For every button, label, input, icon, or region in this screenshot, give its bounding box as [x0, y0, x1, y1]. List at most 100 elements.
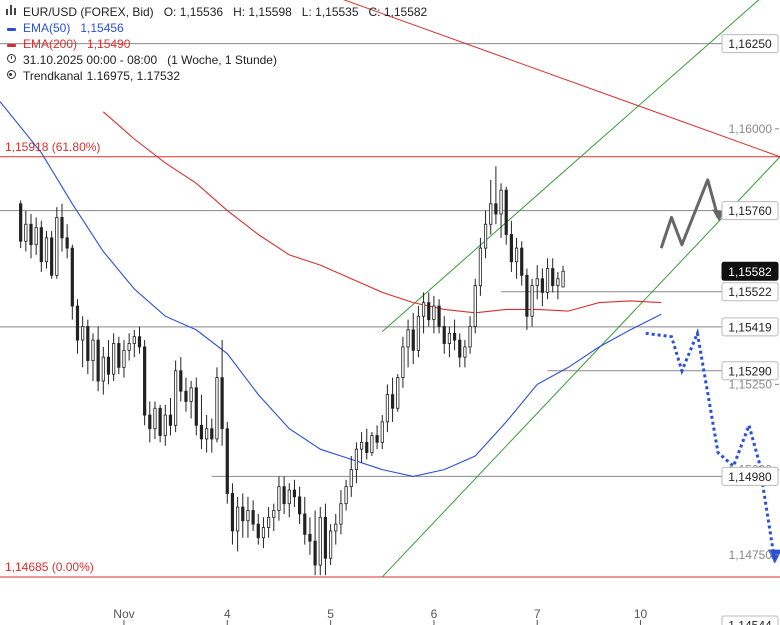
candle-body-46: [256, 523, 260, 539]
y-axis-label-box-2: [721, 201, 779, 221]
legend-symbol: EUR/USD (FOREX, Bid): [23, 5, 154, 19]
candle-body-23: [137, 336, 142, 348]
legend-ema50-row: EMA(50) 1,15456: [4, 20, 427, 36]
candle-body-7: [55, 217, 59, 276]
y-axis-label-9: 1,14980: [728, 470, 772, 484]
candle-body-88: [473, 285, 477, 327]
forecast-blue-arrowhead: [767, 549, 780, 564]
candle-body-29: [168, 414, 173, 426]
y-axis-tick-label-1: 1,16000: [729, 122, 773, 136]
candle-body-95: [509, 234, 513, 263]
candle-body-104: [556, 278, 560, 286]
legend-channel-label: Trendkanal: [23, 69, 83, 83]
candle-body-64: [349, 469, 353, 488]
candle-body-54: [298, 496, 302, 515]
candle-body-58: [318, 516, 322, 566]
candle-body-43: [241, 506, 245, 522]
candle-body-87: [468, 326, 472, 348]
x-tick-label-5: 10: [634, 607, 648, 621]
candle-body-92: [494, 203, 498, 215]
candle-body-55: [303, 513, 307, 535]
y-axis-label-box-11: [721, 615, 779, 625]
candle-body-100: [535, 278, 539, 286]
candle-body-35: [199, 424, 204, 440]
candle-body-51: [282, 486, 286, 505]
candle-body-2: [29, 223, 33, 246]
candle-body-84: [452, 332, 457, 341]
y-axis-label-box-3: [721, 261, 779, 281]
candle-body-96: [514, 247, 519, 263]
legend-high: H: 1,15598: [233, 5, 292, 19]
candle-body-78: [421, 302, 426, 317]
candle-body-19: [117, 343, 121, 368]
legend-date-row: 31.10.2025 00:00 - 08:00 (1 Woche, 1 Stu…: [4, 52, 427, 68]
candle-body-36: [205, 428, 209, 440]
forecast-gray-arrowhead: [712, 209, 725, 222]
y-axis-tick-label-10: 1,14750: [729, 548, 773, 562]
candle-body-4: [39, 227, 43, 263]
candle-body-16: [101, 356, 105, 382]
y-axis-label-box-6: [721, 361, 779, 381]
y-axis-label-6: 1,15290: [728, 364, 772, 378]
candle-body-61: [334, 523, 338, 532]
candle-body-17: [106, 356, 111, 375]
bar-chart-icon: [4, 4, 18, 20]
candle-body-37: [210, 428, 214, 440]
ema50-swatch-icon: [4, 20, 18, 36]
candle-body-83: [447, 332, 452, 344]
candle-body-72: [390, 394, 395, 409]
x-tick-label-3: 6: [431, 607, 438, 621]
ema200-line: [102, 111, 662, 314]
x-tick-label-1: 4: [224, 607, 231, 621]
fibonacci-label-7: 1,14685 (0.00%): [5, 560, 94, 574]
candle-body-56: [308, 533, 312, 542]
candle-body-41: [230, 493, 235, 532]
candle-body-24: [143, 346, 147, 416]
candle-body-12: [81, 326, 85, 341]
candle-body-57: [313, 540, 317, 566]
x-tick-label-4: 7: [534, 607, 541, 621]
legend-ema200-value: 1,15490: [87, 37, 131, 51]
legend-symbol-row: EUR/USD (FOREX, Bid) O: 1,15536 H: 1,155…: [4, 4, 427, 20]
candle-body-86: [463, 346, 467, 358]
trend-channel-line-0: [381, 156, 780, 578]
y-axis-label-box-0: [721, 34, 779, 54]
candle-body-65: [354, 448, 359, 471]
candle-body-101: [540, 278, 544, 293]
candle-body-71: [385, 394, 390, 423]
legend-channel-row: Trendkanal 1.16975, 1.17532: [4, 68, 427, 84]
candle-body-81: [437, 305, 441, 327]
candle-body-74: [401, 346, 405, 378]
candle-body-62: [339, 503, 343, 525]
candle-body-6: [50, 237, 54, 276]
candle-body-102: [545, 268, 550, 293]
ema50-line: [0, 101, 662, 477]
candle-body-28: [163, 414, 167, 436]
legend-ema200-row: EMA(200) 1,15490: [4, 36, 427, 52]
downtrend-line: [343, 0, 780, 158]
y-axis-label-11: 1,14544: [728, 619, 772, 625]
candle-body-31: [179, 370, 183, 392]
candle-body-91: [489, 203, 493, 225]
legend-channel-values: 1.16975, 1.17532: [86, 69, 181, 83]
y-axis-label-box-5: [721, 317, 779, 337]
candle-body-52: [287, 489, 291, 505]
y-axis-label-5: 1,15419: [728, 320, 772, 334]
candle-body-90: [483, 223, 488, 249]
candle-body-99: [530, 285, 534, 317]
candle-body-18: [112, 343, 116, 375]
candle-body-13: [86, 326, 90, 361]
candle-body-8: [60, 217, 64, 239]
candle-body-38: [215, 377, 219, 440]
candle-body-30: [174, 370, 178, 426]
candle-body-80: [432, 305, 436, 321]
candle-body-0: [19, 203, 23, 242]
candle-body-69: [375, 435, 379, 443]
candle-body-49: [272, 510, 276, 518]
candle-body-89: [478, 247, 482, 286]
candle-body-27: [158, 407, 162, 436]
candle-body-5: [44, 237, 49, 263]
candle-body-21: [127, 343, 131, 351]
candle-body-9: [65, 237, 69, 249]
